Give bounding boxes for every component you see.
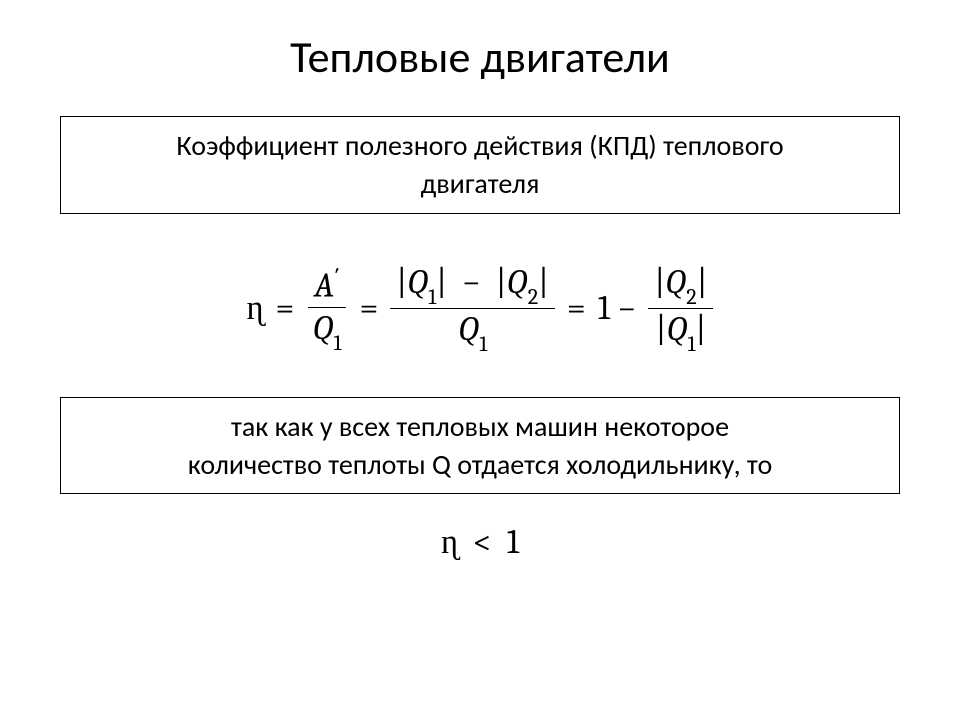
denominator-absQ1: |Q1| [650, 309, 713, 355]
numerator-absQ2: |Q2| [648, 262, 713, 309]
bar-l4: | [656, 309, 667, 349]
number-one-2: 1 [507, 522, 519, 562]
slide: Тепловые двигатели Коэффициент полезного… [0, 0, 960, 720]
slide-title: Тепловые двигатели [0, 0, 960, 104]
symbol-A: A [314, 266, 334, 306]
symbol-eta-2: ɳ [441, 522, 458, 562]
symbol-Q-d2: Q [458, 309, 479, 349]
equals-3: = [567, 288, 586, 328]
number-one: 1 [598, 288, 610, 328]
symbol-eta: ɳ [247, 288, 264, 328]
bar-l3: | [654, 262, 665, 302]
less-than: < [473, 522, 492, 562]
sub-2-n2: 2 [686, 284, 696, 310]
bar-r4: | [696, 309, 707, 349]
bar-l2: | [496, 262, 507, 302]
fraction-A-over-Q1: A′ Q1 [306, 262, 347, 354]
explanation-box: так как у всех тепловых машин некоторое … [60, 397, 900, 495]
numerator-Q1-minus-Q2: |Q1| − |Q2| [390, 262, 555, 309]
symbol-Q-d3: Q [666, 309, 687, 349]
equals-1: = [276, 288, 295, 328]
denominator-Q1-b: Q1 [452, 309, 493, 355]
fraction-Q1-minus-Q2-over-Q1: |Q1| − |Q2| Q1 [390, 262, 555, 355]
definition-line2: двигателя [421, 166, 540, 201]
inequality-formula: ɳ < 1 [0, 522, 960, 562]
minus-2: − [618, 288, 637, 328]
minus-1: − [462, 262, 481, 302]
sub-1-n1: 1 [428, 284, 436, 310]
explanation-line1: так как у всех тепловых машин некоторое [231, 409, 729, 444]
sub-1-d2: 1 [479, 331, 487, 357]
sub-2-n1: 2 [528, 284, 538, 310]
denominator-Q1: Q1 [306, 308, 347, 354]
definition-box: Коэффициент полезного действия (КПД) теп… [60, 116, 900, 214]
bar-r1: | [436, 262, 447, 302]
bar-r3: | [697, 262, 708, 302]
explanation-line2: количество теплоты Q отдается холодильни… [188, 447, 772, 482]
bar-l1: | [396, 262, 407, 302]
sub-1-d3: 1 [688, 331, 696, 357]
sub-1-d1: 1 [334, 330, 342, 356]
equals-2: = [360, 288, 379, 328]
bar-r2: | [538, 262, 549, 302]
symbol-Q-d1: Q [312, 308, 333, 348]
symbol-Q-n1: Q [407, 262, 428, 302]
definition-line1: Коэффициент полезного действия (КПД) теп… [176, 128, 783, 163]
symbol-Q-n2: Q [507, 262, 528, 302]
symbol-Q-n3: Q [665, 262, 686, 302]
one-minus: 1 − [598, 288, 637, 328]
prime-mark: ′ [334, 263, 340, 290]
fraction-Q2-over-Q1: |Q2| |Q1| [648, 262, 713, 355]
numerator-A-prime: A′ [308, 262, 345, 308]
efficiency-formula: ɳ = A′ Q1 = |Q1| − |Q2| Q1 = 1 − [0, 262, 960, 355]
